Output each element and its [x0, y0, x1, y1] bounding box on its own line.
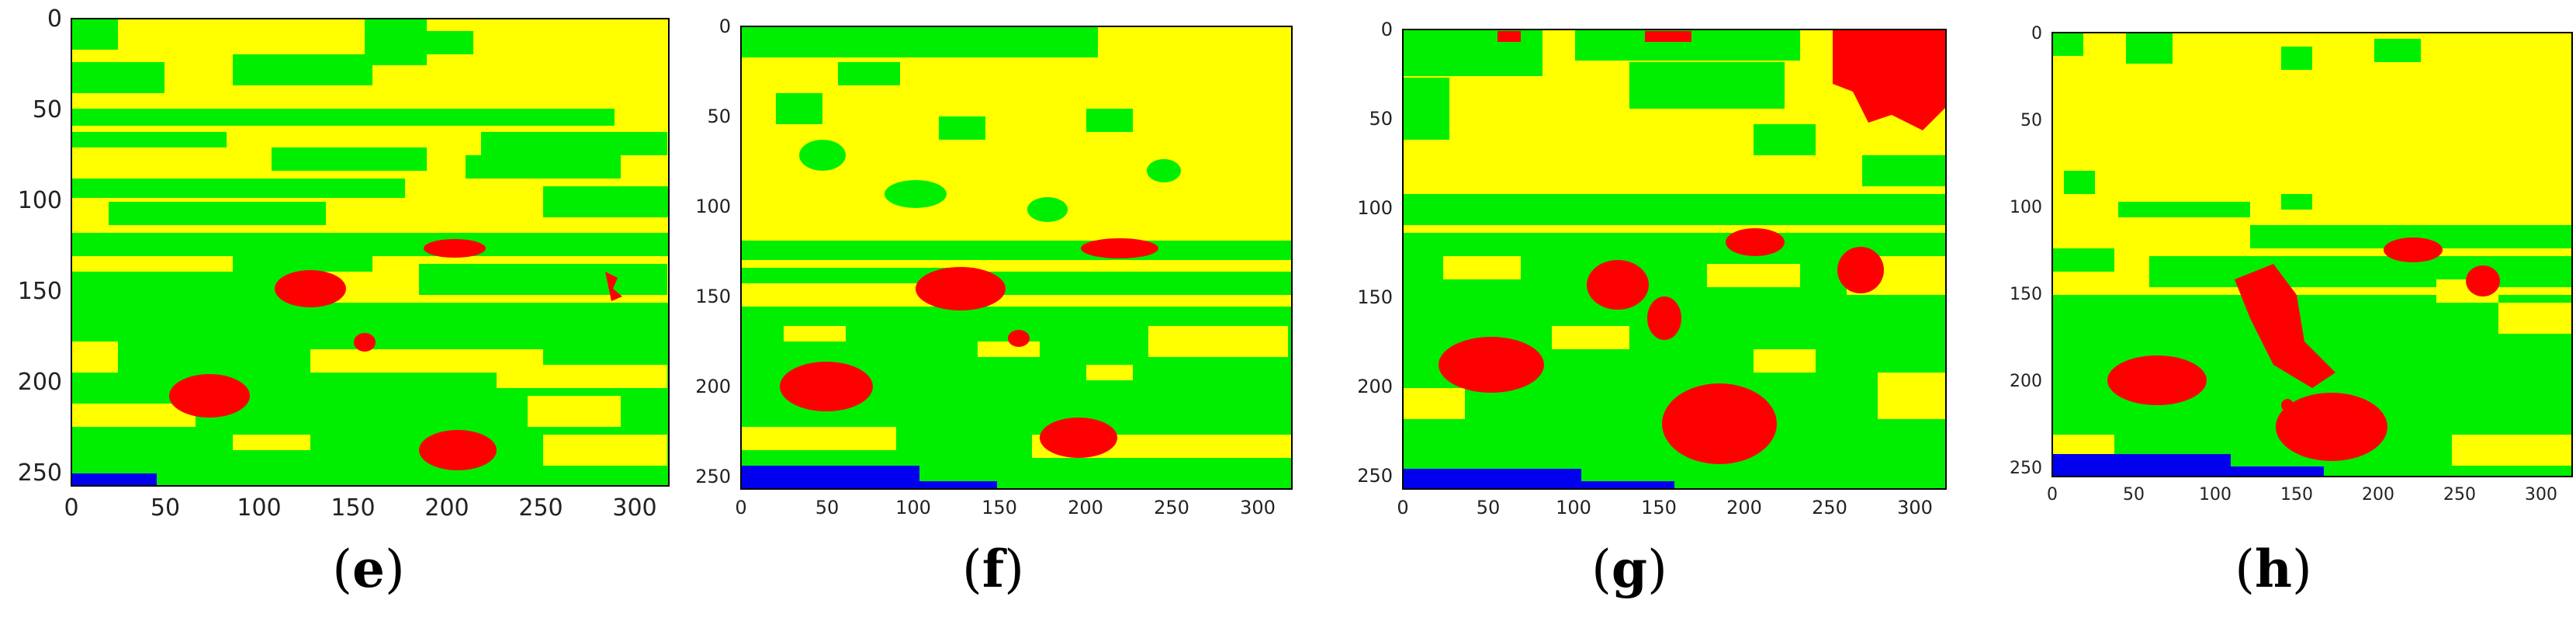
x-tick-label: 100	[2199, 485, 2231, 504]
y-tick-label: 250	[1357, 465, 1393, 487]
x-tick-label: 150	[331, 494, 375, 522]
segmentation-map-f: 0 50 100 150 200 250 0 50 100 150 200 25…	[695, 16, 1293, 518]
x-tick-label: 200	[1068, 497, 1103, 518]
x-tick-label: 100	[237, 494, 281, 522]
y-tick-label: 200	[695, 376, 731, 397]
y-tick-label: 0	[1381, 19, 1393, 40]
segmentation-map-h: 0 50 100 150 200 250 0 50 100 150 200 25…	[2010, 24, 2573, 504]
panel-e: 0 50 100 150 200 250 0 50 100 150 200 25…	[0, 0, 683, 631]
y-tick-label: 50	[707, 106, 731, 127]
x-tick-label: 0	[1397, 497, 1408, 518]
y-tick-label: 150	[18, 278, 62, 305]
x-tick-label: 250	[518, 494, 563, 522]
segmentation-map-g: 0 50 100 150 200 250 0 50 100 150 200 25…	[1357, 19, 1947, 518]
y-tick-label: 100	[18, 187, 62, 214]
y-tick-label: 100	[695, 196, 731, 217]
x-tick-label: 150	[2280, 485, 2313, 504]
x-tick-label: 300	[1240, 497, 1276, 518]
panel-caption: (f)	[962, 539, 1024, 599]
y-tick-label: 250	[695, 466, 731, 487]
panel-h: 0 50 100 150 200 250 0 50 100 150 200 25…	[1955, 0, 2576, 631]
x-tick-label: 200	[1726, 497, 1762, 518]
y-tick-label: 100	[2010, 198, 2042, 217]
x-tick-label: 0	[64, 494, 78, 522]
x-tick-label: 150	[982, 497, 1017, 518]
x-tick-label: 250	[1154, 497, 1189, 518]
x-tick-label: 50	[2123, 485, 2145, 504]
y-tick-label: 250	[2010, 459, 2042, 478]
x-tick-label: 50	[1477, 497, 1501, 518]
y-tick-label: 0	[2031, 24, 2042, 43]
panel-caption: (h)	[2235, 539, 2312, 599]
x-tick-label: 50	[151, 494, 180, 522]
x-tick-label: 300	[1897, 497, 1933, 518]
x-tick-label: 300	[2525, 485, 2557, 504]
y-tick-label: 50	[33, 96, 62, 123]
y-tick-label: 150	[695, 286, 731, 307]
y-tick-label: 200	[1357, 376, 1393, 397]
y-tick-label: 50	[2020, 111, 2042, 130]
y-tick-label: 50	[1369, 108, 1393, 130]
x-tick-label: 250	[1812, 497, 1847, 518]
x-tick-label: 100	[1556, 497, 1591, 518]
y-tick-label: 200	[18, 369, 62, 396]
segmentation-map-e: 0 50 100 150 200 250 0 50 100 150 200 25…	[18, 5, 670, 522]
y-tick-label: 150	[2010, 285, 2042, 304]
panel-g: 0 50 100 150 200 250 0 50 100 150 200 25…	[1319, 0, 1955, 631]
y-tick-label: 200	[2010, 372, 2042, 391]
x-tick-label: 250	[2443, 485, 2476, 504]
panel-caption: (e)	[332, 539, 405, 599]
x-tick-label: 50	[815, 497, 840, 518]
x-tick-label: 150	[1641, 497, 1677, 518]
y-tick-label: 150	[1357, 286, 1393, 308]
y-tick-label: 0	[719, 16, 731, 37]
y-tick-label: 0	[47, 5, 62, 33]
y-tick-label: 250	[18, 459, 62, 487]
x-tick-label: 200	[2362, 485, 2394, 504]
x-tick-label: 200	[424, 494, 469, 522]
panel-f: 0 50 100 150 200 250 0 50 100 150 200 25…	[683, 0, 1319, 631]
x-tick-label: 0	[2047, 485, 2058, 504]
x-tick-label: 300	[612, 494, 656, 522]
y-tick-label: 100	[1357, 197, 1393, 219]
x-tick-label: 0	[735, 497, 746, 518]
panel-caption: (g)	[1591, 539, 1667, 599]
x-tick-label: 100	[895, 497, 931, 518]
